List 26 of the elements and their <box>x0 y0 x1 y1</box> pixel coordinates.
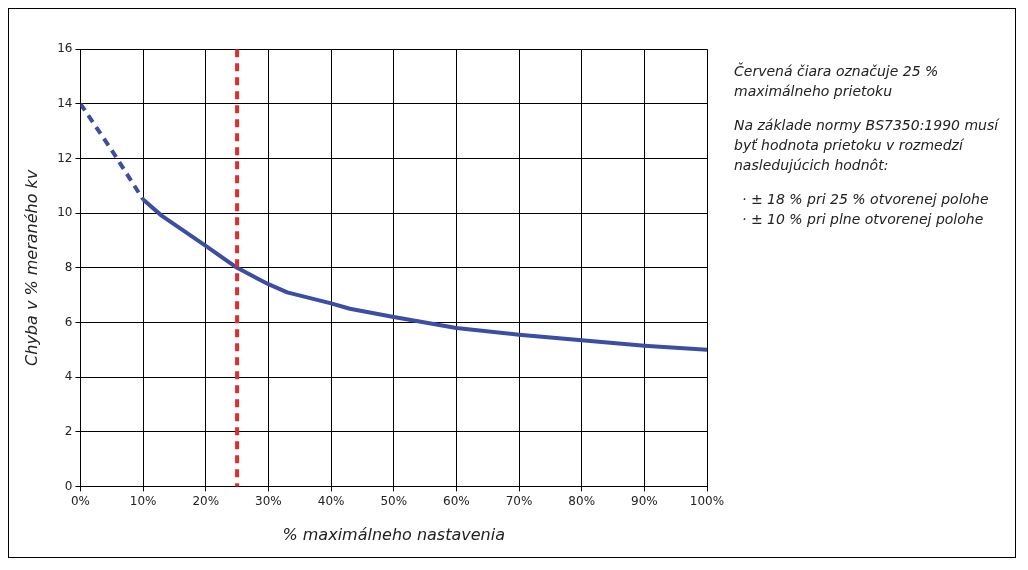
x-tick-label: 90% <box>631 493 658 508</box>
y-tick-label: 6 <box>64 314 73 329</box>
y-tick-label: 10 <box>57 205 73 220</box>
x-tick-label: 70% <box>505 493 533 508</box>
x-tick-label: 50% <box>380 493 408 508</box>
text: Červená čiara označuje 25 % maximálneho prietoku <box>734 61 940 101</box>
y-tick-label: 14 <box>57 95 73 110</box>
x-tick-label: 80% <box>568 493 596 508</box>
text: · ± 10 % pri plne otvorenej polohe <box>742 210 985 229</box>
x-tick-label: 20% <box>192 493 220 508</box>
x-tick-label: 100% <box>689 493 725 508</box>
y-tick-label: 0 <box>64 478 73 493</box>
y-tick-label: 4 <box>64 369 73 384</box>
x-tick-label: 0% <box>70 493 90 508</box>
x-tick-label: 60% <box>443 493 470 508</box>
x-tick-label: 30% <box>255 493 282 508</box>
x-axis-title: % maximálneho nastavenia <box>282 524 505 544</box>
y-tick-label: 16 <box>57 41 73 56</box>
y-axis-title: Chyba v % meraného kv <box>21 169 41 366</box>
text: Na základe normy BS7350:1990 musí byť hodnota prietoku v rozmedzí nasledujúcich hodnôt: <box>734 116 1001 175</box>
x-tick-label: 10% <box>129 493 157 508</box>
x-tick-label: 40% <box>317 493 345 508</box>
y-tick-label: 2 <box>64 423 73 438</box>
y-tick-label: 12 <box>57 150 73 165</box>
y-tick-label: 8 <box>64 259 73 274</box>
text: · ± 18 % pri 25 % otvorenej polohe <box>742 190 990 209</box>
